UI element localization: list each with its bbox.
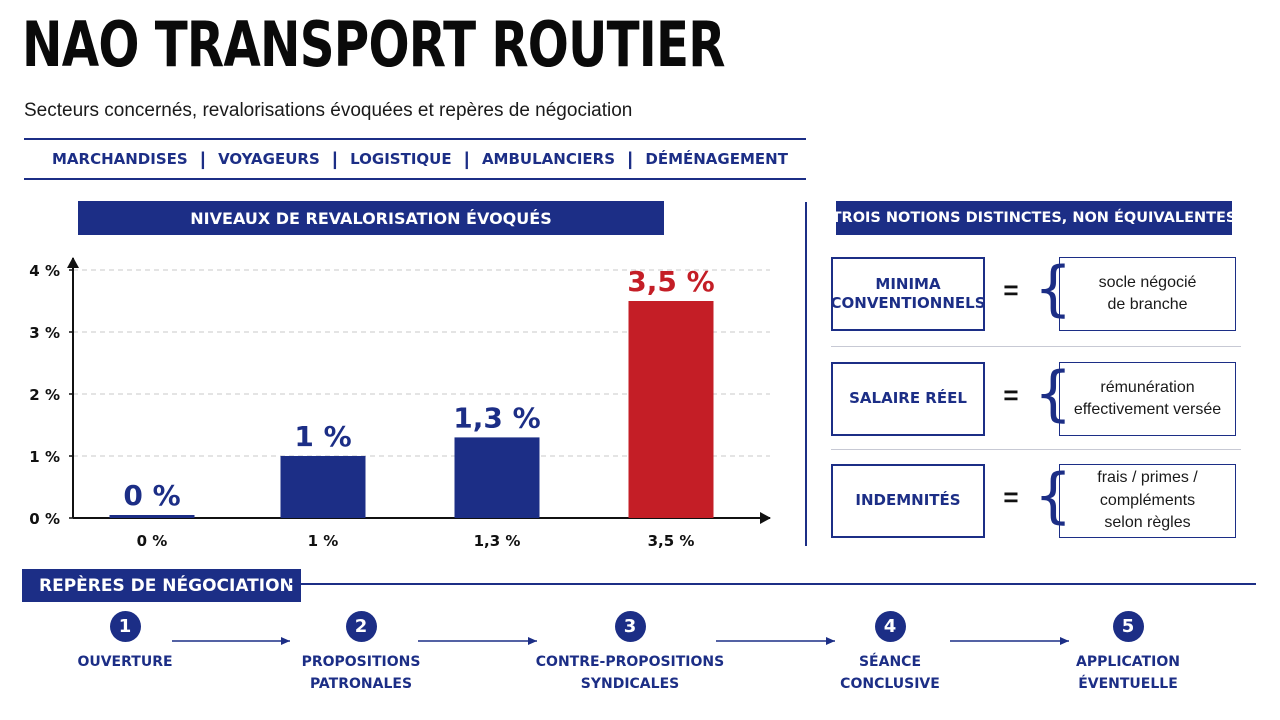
step-label: CONTRE-PROPOSITIONS SYNDICALES: [535, 654, 725, 693]
sector-demenagement: DÉMÉNAGEMENT: [645, 150, 788, 168]
sector-separator: |: [627, 148, 633, 169]
page-title: NAO TRANSPORT ROUTIER: [22, 8, 726, 81]
bar-data-label: 1 %: [294, 420, 351, 453]
x-tick-label: 0 %: [137, 532, 168, 550]
equals-sign: =: [1003, 482, 1019, 512]
sectors-bar: MARCHANDISES | VOYAGEURS | LOGISTIQUE | …: [24, 138, 806, 180]
notion-term-salaire: SALAIRE RÉEL: [831, 362, 985, 436]
step-4: 4 SÉANCE CONCLUSIVE: [790, 611, 990, 696]
notion-desc-indemnites: frais / primes / compléments selon règle…: [1059, 464, 1236, 538]
step-label: OUVERTURE: [77, 654, 173, 670]
notion-row-minima: MINIMA CONVENTIONNELS = { socle négocié …: [831, 257, 1236, 331]
step-label: PROPOSITIONS PATRONALES: [301, 654, 421, 693]
notions-title: TROIS NOTIONS DISTINCTES, NON ÉQUIVALENT…: [832, 201, 1236, 235]
notion-row-indemnites: INDEMNITÉS = { frais / primes / compléme…: [831, 464, 1236, 538]
step-1: 1 OUVERTURE: [25, 611, 225, 673]
equals-sign: =: [1003, 380, 1019, 410]
page-subtitle: Secteurs concernés, revalorisations évoq…: [24, 100, 633, 121]
sector-marchandises: MARCHANDISES: [52, 150, 188, 168]
bar-data-label: 0 %: [123, 479, 180, 512]
chart-title: NIVEAUX DE REVALORISATION ÉVOQUÉS: [78, 201, 664, 235]
sector-separator: |: [464, 148, 470, 169]
bar: [109, 515, 195, 518]
x-tick-label: 3,5 %: [648, 532, 695, 550]
step-label: SÉANCE CONCLUSIVE: [840, 654, 940, 693]
sector-logistique: LOGISTIQUE: [350, 150, 452, 168]
step-label: APPLICATION ÉVENTUELLE: [1076, 654, 1180, 693]
notion-desc-salaire: rémunération effectivement versée: [1059, 362, 1236, 436]
notion-desc-minima: socle négocié de branche: [1059, 257, 1236, 331]
sector-separator: |: [200, 148, 206, 169]
step-number-badge: 3: [614, 611, 646, 642]
step-5: 5 APPLICATION ÉVENTUELLE: [1028, 611, 1228, 696]
left-brace-icon: {: [1034, 461, 1073, 531]
step-number-badge: 2: [345, 611, 377, 642]
notion-term-minima: MINIMA CONVENTIONNELS: [831, 257, 986, 331]
sector-voyageurs: VOYAGEURS: [218, 150, 320, 168]
notion-row-salaire: SALAIRE RÉEL = { rémunération effectivem…: [831, 362, 1236, 436]
step-arrows: [172, 637, 1069, 645]
left-brace-icon: {: [1034, 359, 1073, 429]
steps-title: REPÈRES DE NÉGOCIATION: [22, 569, 301, 602]
y-tick-label: 0 %: [29, 510, 60, 528]
bar: [454, 437, 540, 518]
sector-ambulanciers: AMBULANCIERS: [481, 150, 616, 168]
step-number-badge: 4: [874, 611, 906, 642]
section-divider: [805, 202, 807, 546]
bar: [280, 456, 366, 518]
steps-rule: [290, 583, 1256, 585]
notion-separator: [831, 346, 1241, 347]
step-2: 2 PROPOSITIONS PATRONALES: [261, 611, 461, 696]
bar: [628, 301, 714, 518]
x-tick-label: 1,3 %: [474, 532, 521, 550]
y-tick-label: 4 %: [29, 262, 60, 280]
step-number-badge: 5: [1112, 611, 1144, 642]
y-tick-label: 2 %: [29, 386, 60, 404]
left-brace-icon: {: [1034, 254, 1073, 324]
step-3: 3 CONTRE-PROPOSITIONS SYNDICALES: [530, 611, 730, 696]
notion-term-indemnites: INDEMNITÉS: [831, 464, 985, 538]
y-tick-label: 1 %: [29, 448, 60, 466]
x-tick-label: 1 %: [308, 532, 339, 550]
bar-data-label: 3,5 %: [627, 265, 714, 298]
notion-separator: [831, 449, 1241, 450]
equals-sign: =: [1003, 275, 1019, 305]
step-number-badge: 1: [109, 611, 141, 642]
y-tick-label: 3 %: [29, 324, 60, 342]
bar-data-label: 1,3 %: [453, 401, 540, 434]
revalorisation-bar-chart: 0 % 1 % 2 % 3 % 4 % 0 % 0 % 1 % 1 % 1,3 % 1,3 % 3,5…: [29, 257, 771, 550]
sector-separator: |: [332, 148, 338, 169]
